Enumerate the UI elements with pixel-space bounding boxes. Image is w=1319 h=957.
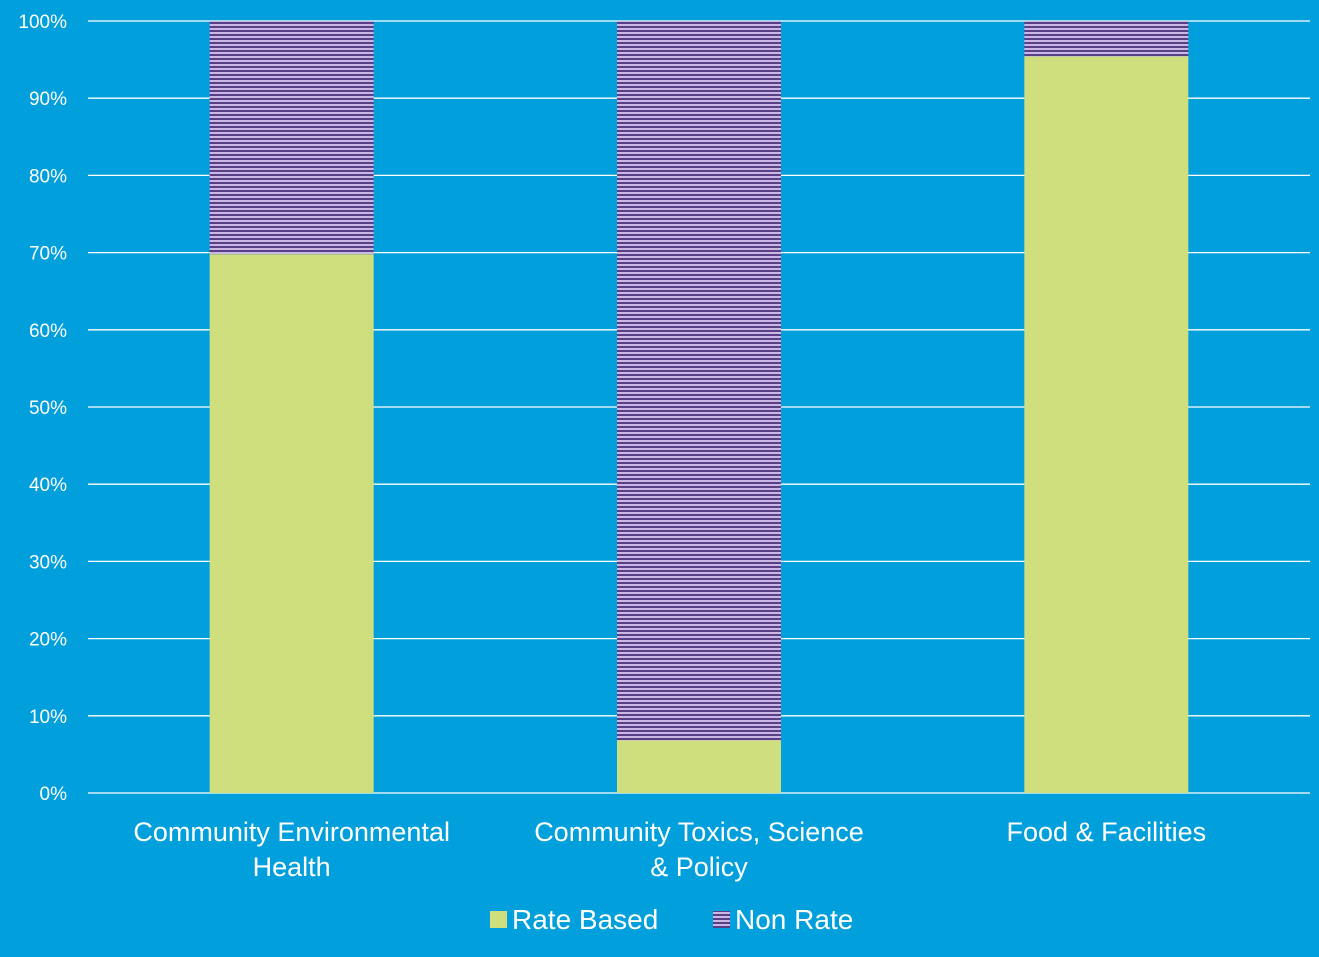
bar-segment-rate-based bbox=[1024, 56, 1189, 793]
y-tick-label: 0% bbox=[40, 784, 68, 805]
bar-segment-non-rate bbox=[1024, 21, 1189, 57]
y-axis-tick-labels: 0% 10% 20% 30% 40% 50% 60% 70% 80% 90% 100% bbox=[18, 12, 67, 805]
x-category-label: Community Toxics, Science bbox=[534, 817, 864, 847]
legend-swatch bbox=[490, 911, 507, 928]
y-tick-label: 60% bbox=[29, 321, 67, 342]
x-category-label: Health bbox=[253, 852, 331, 882]
y-tick-label: 80% bbox=[29, 166, 67, 187]
legend-label: Rate Based bbox=[512, 904, 658, 935]
x-category-label: Community Environmental bbox=[133, 817, 450, 847]
y-tick-label: 50% bbox=[29, 398, 67, 419]
y-tick-label: 10% bbox=[29, 707, 67, 728]
y-tick-label: 70% bbox=[29, 244, 67, 265]
y-tick-label: 20% bbox=[29, 630, 67, 651]
legend: Rate Based Non Rate bbox=[490, 904, 853, 935]
y-tick-label: 30% bbox=[29, 552, 67, 573]
bars bbox=[209, 21, 1189, 794]
y-tick-label: 100% bbox=[18, 12, 67, 33]
y-tick-label: 40% bbox=[29, 475, 67, 496]
x-axis-category-labels: Community Environmental Health Community T… bbox=[133, 817, 1206, 882]
legend-swatch bbox=[713, 911, 730, 928]
x-category-label: & Policy bbox=[650, 852, 748, 882]
bar-segment-non-rate bbox=[209, 21, 374, 255]
legend-label: Non Rate bbox=[735, 904, 853, 935]
y-tick-label: 90% bbox=[29, 89, 67, 110]
bar-segment-rate-based bbox=[617, 740, 781, 793]
bar-segment-non-rate bbox=[617, 21, 781, 741]
bar-segment-rate-based bbox=[209, 254, 374, 794]
x-category-label: Food & Facilities bbox=[1007, 817, 1207, 847]
